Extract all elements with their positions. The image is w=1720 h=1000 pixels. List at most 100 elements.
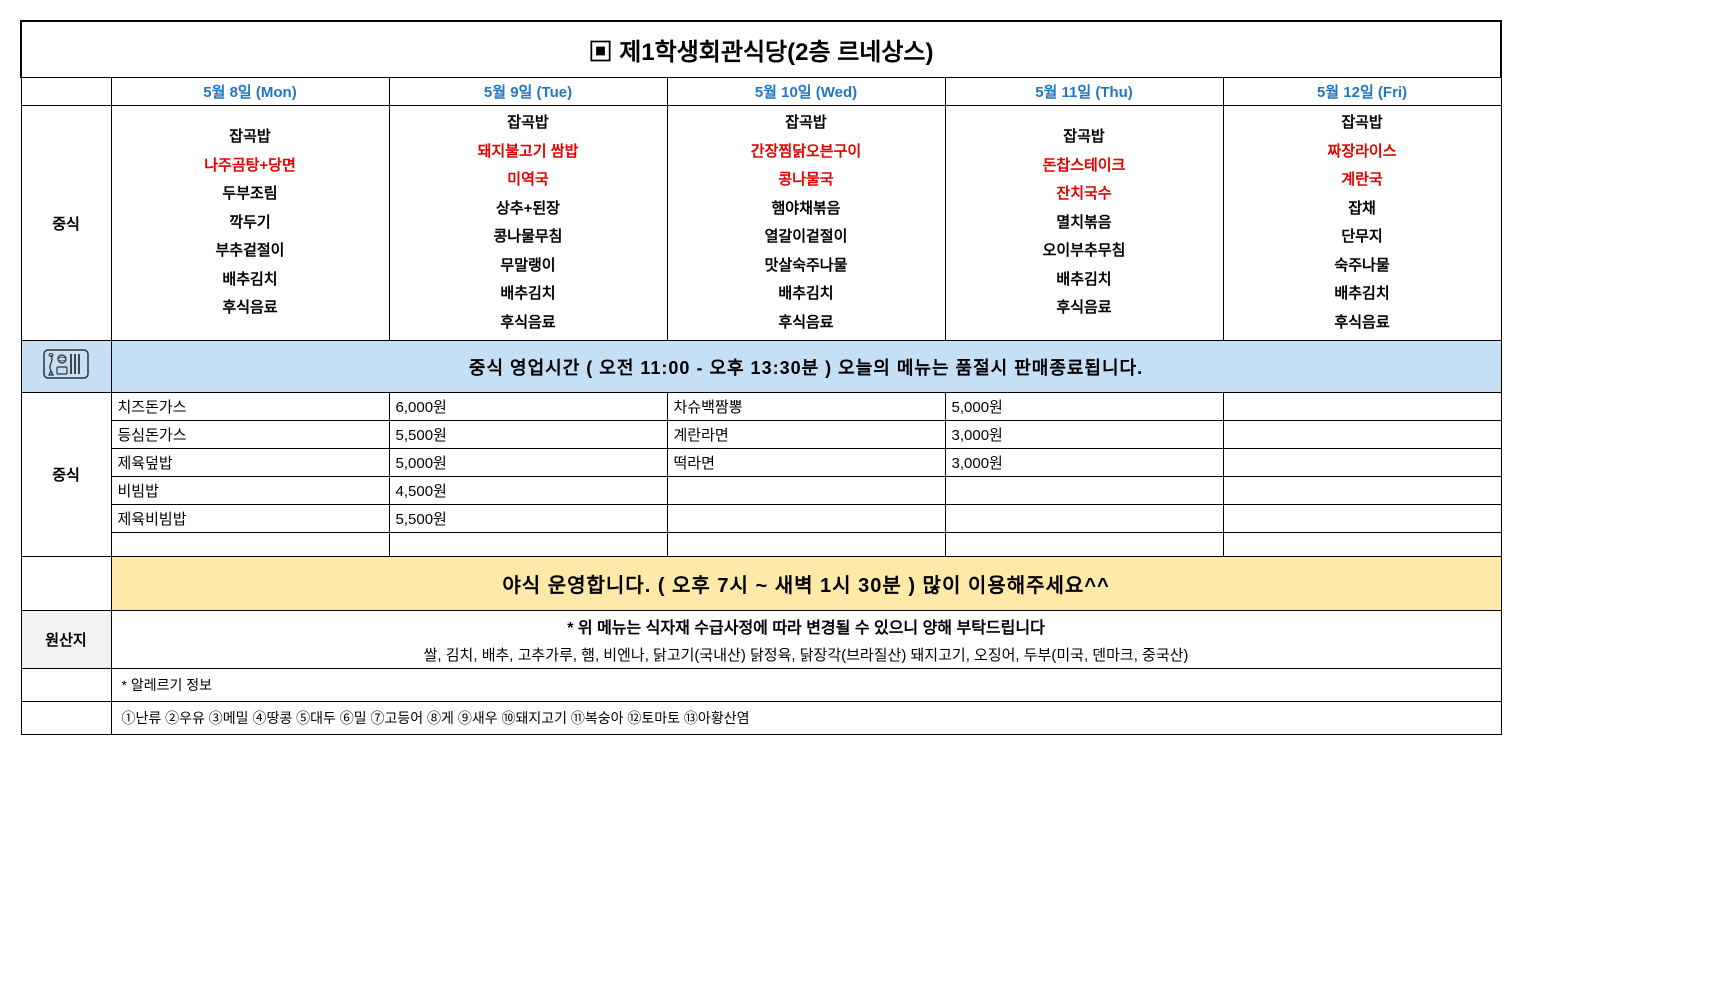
menu-main: 짜장라이스 [1230, 138, 1495, 167]
allergy-header: * 알레르기 정보 [111, 669, 1501, 702]
menu-side: 잡채 [1230, 195, 1495, 224]
lunch-tue: 잡곡밥 돼지불고기 쌈밥 미역국 상추+된장 콩나물무침 무말랭이 배추김치 후… [389, 106, 667, 341]
origin-label: 원산지 [21, 611, 111, 669]
blank-header [21, 78, 111, 106]
ala-item [111, 533, 389, 557]
date-fri: 5월 12일 (Fri) [1223, 78, 1501, 106]
ala-blank [1223, 449, 1501, 477]
ala-price: 6,000원 [389, 393, 667, 421]
menu-side: 햄야채볶음 [674, 195, 939, 224]
ala-item: 차슈백짬뽕 [667, 393, 945, 421]
allergy-blank2 [21, 702, 111, 735]
menu-main: 돈찹스테이크 [952, 152, 1217, 181]
menu-side: 후식음료 [118, 294, 383, 323]
hours-row: 중식 영업시간 ( 오전 11:00 - 오후 13:30분 ) 오늘의 메뉴는… [21, 341, 1501, 393]
ala-blank [1223, 505, 1501, 533]
menu-soup: 잔치국수 [952, 180, 1217, 209]
ala-row-4: 제육비빔밥 5,500원 [21, 505, 1501, 533]
menu-side: 배추김치 [952, 266, 1217, 295]
ala-item: 등심돈가스 [111, 421, 389, 449]
food-icon [43, 349, 89, 379]
allergy-blank [21, 669, 111, 702]
lunch-wed: 잡곡밥 간장찜닭오븐구이 콩나물국 햄야채볶음 열갈이겉절이 맛살숙주나물 배추… [667, 106, 945, 341]
ala-price [389, 533, 667, 557]
ala-item: 비빔밥 [111, 477, 389, 505]
ala-item [667, 533, 945, 557]
menu-side: 숙주나물 [1230, 252, 1495, 281]
menu-side: 오이부추무침 [952, 237, 1217, 266]
menu-main: 돼지불고기 쌈밥 [396, 138, 661, 167]
date-header-row: 5월 8일 (Mon) 5월 9일 (Tue) 5월 10일 (Wed) 5월 … [21, 78, 1501, 106]
date-tue: 5월 9일 (Tue) [389, 78, 667, 106]
ala-blank [1223, 477, 1501, 505]
menu-side: 배추김치 [674, 280, 939, 309]
menu-soup: 콩나물국 [674, 166, 939, 195]
ala-blank [1223, 393, 1501, 421]
ala-row-0: 중식 치즈돈가스 6,000원 차슈백짬뽕 5,000원 [21, 393, 1501, 421]
ala-item [667, 477, 945, 505]
menu-side: 배추김치 [1230, 280, 1495, 309]
ala-price: 5,500원 [389, 421, 667, 449]
menu-side: 배추김치 [118, 266, 383, 295]
menu-side: 후식음료 [952, 294, 1217, 323]
menu-main: 나주곰탕+당면 [118, 152, 383, 181]
menu-side: 무말랭이 [396, 252, 661, 281]
lunch-row: 중식 잡곡밥 나주곰탕+당면 두부조림 깍두기 부추겉절이 배추김치 후식음료 … [21, 106, 1501, 341]
lunch-fri: 잡곡밥 짜장라이스 계란국 잡채 단무지 숙주나물 배추김치 후식음료 [1223, 106, 1501, 341]
origin-row: 원산지 * 위 메뉴는 식자재 수급사정에 따라 변경될 수 있으니 양해 부탁… [21, 611, 1501, 669]
ala-price [945, 477, 1223, 505]
menu-side: 두부조림 [118, 180, 383, 209]
allergy-header-row: * 알레르기 정보 [21, 669, 1501, 702]
ala-row-2: 제육덮밥 5,000원 떡라면 3,000원 [21, 449, 1501, 477]
menu-rice: 잡곡밥 [674, 109, 939, 138]
ala-price: 5,000원 [389, 449, 667, 477]
night-row: 야식 운영합니다. ( 오후 7시 ~ 새벽 1시 30분 ) 많이 이용해주세… [21, 557, 1501, 611]
date-wed: 5월 10일 (Wed) [667, 78, 945, 106]
menu-side: 열갈이겉절이 [674, 223, 939, 252]
allergy-detail: ①난류 ②우유 ③메밀 ④땅콩 ⑤대두 ⑥밀 ⑦고등어 ⑧게 ⑨새우 ⑩돼지고기… [111, 702, 1501, 735]
ala-row-5 [21, 533, 1501, 557]
menu-side: 깍두기 [118, 209, 383, 238]
menu-soup: 미역국 [396, 166, 661, 195]
menu-side: 멸치볶음 [952, 209, 1217, 238]
ala-label: 중식 [21, 393, 111, 557]
hours-notice: 중식 영업시간 ( 오전 11:00 - 오후 13:30분 ) 오늘의 메뉴는… [111, 341, 1501, 393]
menu-side: 콩나물무침 [396, 223, 661, 252]
ala-item: 치즈돈가스 [111, 393, 389, 421]
ala-blank [1223, 421, 1501, 449]
ala-price: 3,000원 [945, 421, 1223, 449]
menu-rice: 잡곡밥 [1230, 109, 1495, 138]
ala-item: 계란라면 [667, 421, 945, 449]
menu-side: 부추겉절이 [118, 237, 383, 266]
night-blank [21, 557, 111, 611]
date-thu: 5월 11일 (Thu) [945, 78, 1223, 106]
origin-detail: 쌀, 김치, 배추, 고추가루, 햄, 비엔나, 닭고기(국내산) 닭정육, 닭… [118, 644, 1495, 665]
ala-price: 3,000원 [945, 449, 1223, 477]
ala-row-3: 비빔밥 4,500원 [21, 477, 1501, 505]
ala-item: 제육비빔밥 [111, 505, 389, 533]
title-cell: ▣ 제1학생회관식당(2층 르네상스) [21, 21, 1501, 78]
menu-side: 단무지 [1230, 223, 1495, 252]
ala-price [945, 505, 1223, 533]
ala-item [667, 505, 945, 533]
ala-blank [1223, 533, 1501, 557]
menu-side: 배추김치 [396, 280, 661, 309]
lunch-thu: 잡곡밥 돈찹스테이크 잔치국수 멸치볶음 오이부추무침 배추김치 후식음료 [945, 106, 1223, 341]
lunch-label: 중식 [21, 106, 111, 341]
menu-side: 후식음료 [396, 309, 661, 338]
ala-price: 4,500원 [389, 477, 667, 505]
origin-content: * 위 메뉴는 식자재 수급사정에 따라 변경될 수 있으니 양해 부탁드립니다… [111, 611, 1501, 669]
date-mon: 5월 8일 (Mon) [111, 78, 389, 106]
ala-row-1: 등심돈가스 5,500원 계란라면 3,000원 [21, 421, 1501, 449]
menu-side: 후식음료 [674, 309, 939, 338]
menu-rice: 잡곡밥 [952, 123, 1217, 152]
menu-side: 맛살숙주나물 [674, 252, 939, 281]
menu-rice: 잡곡밥 [118, 123, 383, 152]
food-icon-cell [21, 341, 111, 393]
menu-table: ▣ 제1학생회관식당(2층 르네상스) 5월 8일 (Mon) 5월 9일 (T… [20, 20, 1502, 735]
allergy-detail-row: ①난류 ②우유 ③메밀 ④땅콩 ⑤대두 ⑥밀 ⑦고등어 ⑧게 ⑨새우 ⑩돼지고기… [21, 702, 1501, 735]
ala-price: 5,500원 [389, 505, 667, 533]
ala-item: 떡라면 [667, 449, 945, 477]
night-notice: 야식 운영합니다. ( 오후 7시 ~ 새벽 1시 30분 ) 많이 이용해주세… [111, 557, 1501, 611]
ala-price: 5,000원 [945, 393, 1223, 421]
